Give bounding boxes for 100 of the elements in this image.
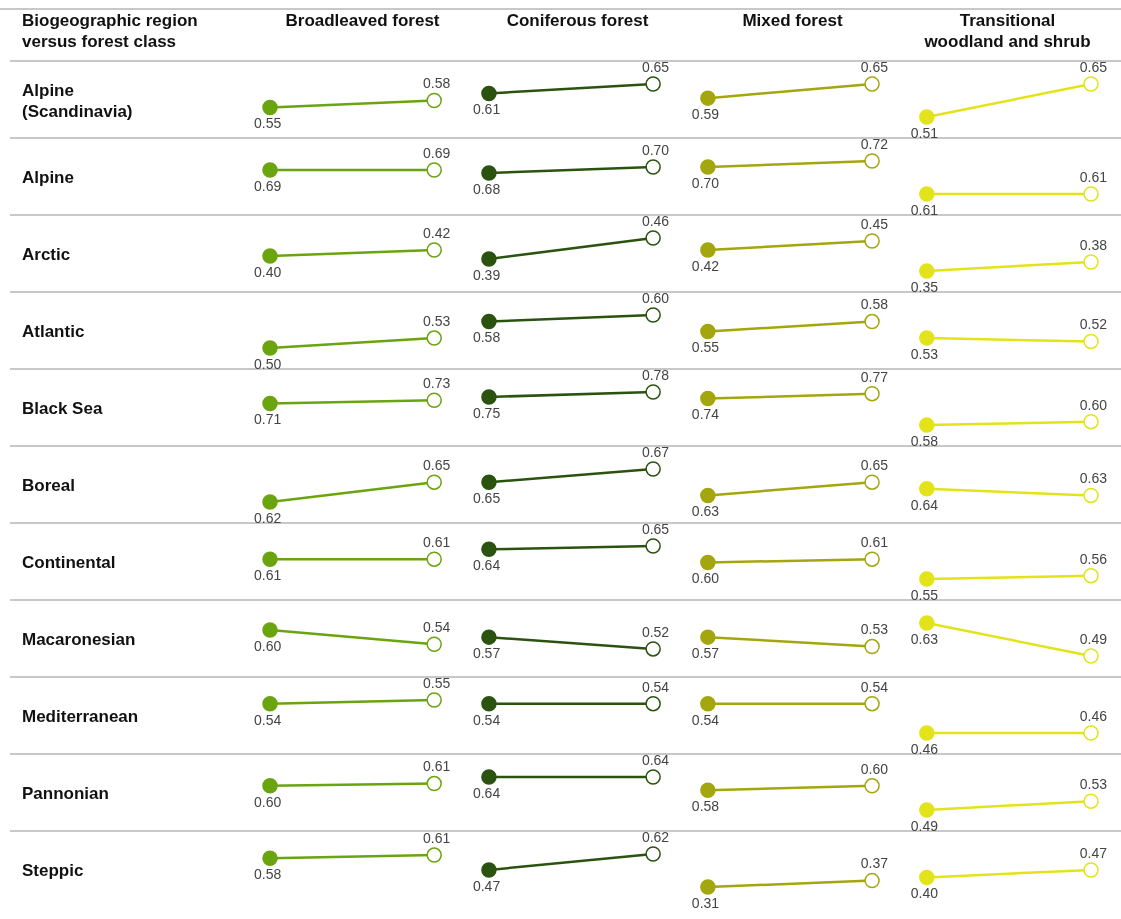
point — [919, 615, 935, 631]
data-label: 0.55 — [422, 674, 451, 691]
category-label: Alpine — [22, 168, 74, 187]
data-label: 0.60 — [641, 289, 670, 306]
data-label: 0.57 — [691, 645, 720, 661]
data-label: 0.53 — [860, 621, 889, 638]
data-label: 0.42 — [691, 257, 720, 274]
data-label: 0.37 — [860, 855, 889, 872]
data-label: 0.58 — [254, 866, 282, 883]
point — [919, 481, 935, 497]
data-label: 0.69 — [422, 144, 451, 161]
data-label: 0.60 — [691, 570, 720, 587]
data-label: 0.74 — [691, 406, 720, 423]
point — [700, 879, 716, 895]
data-label: 0.55 — [691, 339, 720, 356]
category-label: Alpine (Scandinavia) — [22, 80, 133, 121]
data-label: 0.71 — [254, 411, 282, 428]
data-label: 0.61 — [910, 201, 939, 218]
point — [700, 554, 716, 571]
data-label: 0.51 — [910, 124, 939, 141]
data-label: 0.70 — [691, 174, 720, 191]
data-label: 0.50 — [254, 355, 282, 372]
data-label: 0.65 — [860, 58, 889, 75]
data-label: 0.46 — [641, 212, 670, 229]
point — [919, 330, 935, 346]
category-label: Transitional woodland and shrub — [923, 10, 1092, 52]
point — [481, 85, 497, 102]
data-label: 0.55 — [910, 586, 939, 603]
data-label: 0.59 — [691, 106, 720, 122]
data-label: 0.60 — [860, 760, 889, 777]
point — [262, 340, 278, 356]
point — [262, 248, 278, 264]
point — [262, 778, 278, 794]
category-label: Steppic — [22, 861, 84, 880]
data-label: 0.31 — [691, 894, 720, 911]
data-label: 0.61 — [1079, 168, 1108, 185]
data-label: 0.61 — [422, 829, 451, 846]
data-label: 0.39 — [472, 266, 501, 283]
category-label: Continental — [22, 553, 116, 572]
point — [262, 494, 278, 510]
data-label: 0.49 — [1079, 630, 1108, 647]
data-label: 0.63 — [1079, 470, 1108, 487]
data-label: 0.58 — [422, 75, 451, 92]
point — [481, 629, 497, 645]
data-label: 0.38 — [1079, 236, 1108, 253]
data-label: 0.62 — [254, 509, 282, 526]
data-label: 0.55 — [254, 115, 282, 132]
data-label: 0.65 — [641, 520, 670, 537]
category-label: Atlantic — [22, 322, 85, 341]
data-label: 0.68 — [472, 180, 501, 197]
point — [481, 313, 497, 330]
point — [919, 263, 935, 279]
point — [262, 850, 278, 867]
data-label: 0.64 — [641, 751, 670, 768]
category-label: Macaronesian — [22, 630, 136, 649]
point — [481, 389, 497, 405]
data-label: 0.46 — [910, 740, 939, 757]
point — [700, 629, 716, 645]
data-label: 0.61 — [422, 758, 451, 775]
data-label: 0.65 — [1079, 58, 1108, 75]
data-label: 0.49 — [910, 817, 939, 834]
data-label: 0.58 — [691, 798, 720, 815]
text: Biogeographic region versus forest class — [22, 10, 199, 52]
data-label: 0.65 — [422, 457, 451, 474]
point — [919, 417, 935, 433]
point — [262, 162, 278, 178]
point — [700, 159, 716, 175]
point — [262, 551, 278, 567]
data-label: 0.78 — [641, 366, 670, 383]
category-label: Broadleaved forest — [284, 10, 441, 31]
category-label: Coniferous forest — [505, 10, 650, 31]
data-label: 0.54 — [860, 678, 889, 695]
data-label: 0.67 — [641, 443, 670, 460]
data-label: 0.54 — [472, 711, 501, 728]
point — [481, 862, 497, 878]
data-label: 0.61 — [860, 534, 889, 551]
data-label: 0.54 — [641, 678, 670, 695]
data-label: 0.63 — [910, 630, 939, 647]
data-label: 0.52 — [641, 623, 670, 640]
point — [700, 242, 716, 258]
data-label: 0.53 — [422, 312, 451, 329]
point — [262, 395, 278, 412]
point — [481, 769, 497, 785]
point — [481, 541, 497, 558]
data-label: 0.53 — [1079, 776, 1108, 793]
data-label: 0.42 — [422, 224, 451, 241]
data-label: 0.61 — [254, 567, 282, 584]
data-label: 0.65 — [641, 58, 670, 75]
data-label: 0.64 — [472, 557, 501, 574]
data-label: 0.75 — [472, 404, 501, 421]
data-label: 0.56 — [1079, 550, 1108, 567]
data-label: 0.63 — [691, 503, 720, 520]
data-label: 0.52 — [1079, 316, 1108, 333]
point — [481, 474, 497, 490]
point — [919, 109, 935, 125]
data-label: 0.73 — [422, 375, 451, 392]
data-label: 0.70 — [641, 141, 670, 158]
category-label: Pannonian — [22, 784, 109, 803]
data-label: 0.64 — [910, 496, 939, 513]
data-label: 0.47 — [1079, 844, 1108, 861]
